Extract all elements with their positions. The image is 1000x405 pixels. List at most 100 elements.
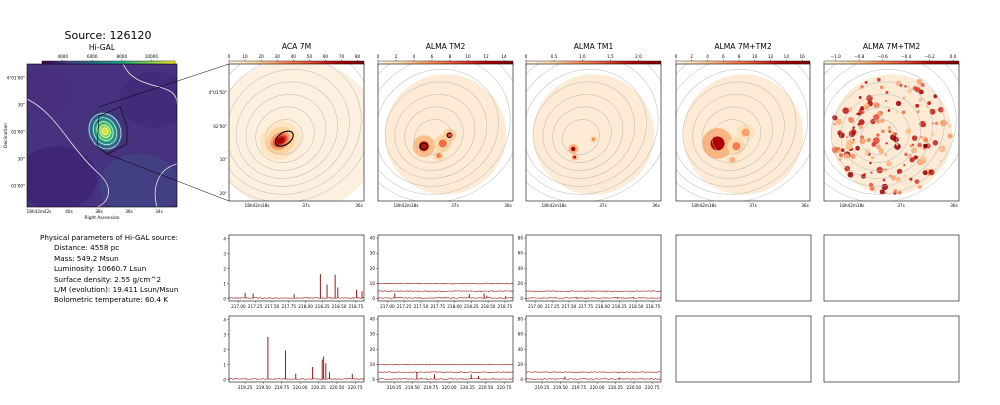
noise-blob: [855, 145, 860, 151]
x-tick-label-spec_r1c3: 217.75: [578, 304, 593, 309]
y-tick-label-spec_r2c2: 20: [370, 347, 376, 352]
noise-blob: [922, 170, 928, 176]
noise-blob: [864, 80, 868, 84]
noise-blob: [860, 106, 865, 111]
colorbar-tick-label-aca7m: 70: [339, 54, 345, 59]
noise-blob: [932, 140, 939, 146]
grey-contour-alma7mtm2: [682, 81, 785, 179]
higal-filament: [27, 98, 109, 207]
x-tick-label-spec_r2c2: 220.75: [497, 385, 512, 390]
param-distance: Distance: 4558 pc: [54, 243, 120, 253]
grey-contour-almatm2: [378, 64, 513, 201]
y-tick-label-spec_r2c2: 40: [370, 317, 376, 322]
noise-blob: [843, 153, 850, 160]
panel-frame-higal: [26, 63, 178, 208]
higal-background-blob: [27, 146, 97, 207]
noise-blob: [901, 110, 906, 115]
spectrum-baseline-spec_r2c2: [377, 371, 514, 373]
noise-blob: [944, 121, 949, 125]
y-tick-label-aca7m: 10": [220, 157, 227, 162]
noise-blob: [916, 110, 920, 114]
x-tick-label-spec_r2c2: 220.25: [460, 385, 475, 390]
y-tick-label-spec_r2c3: 60: [518, 332, 524, 337]
tm2-contour: [419, 142, 428, 150]
noise-blob: [914, 179, 920, 185]
noise-blob: [874, 191, 877, 194]
colorbar-tick-label-almatm2: 6: [431, 54, 434, 59]
emission-core-almatm2: [438, 139, 447, 148]
colorbar-tick-label-aca7m: 30: [275, 54, 281, 59]
colorbar-tick-label-alma7mtm2: 2: [690, 54, 693, 59]
y-tick-label-spec_r1c3: 60: [518, 251, 524, 256]
colorbar-tick-label-almatm1: 0: [525, 54, 528, 59]
panel-image-almatm1: [526, 64, 661, 201]
colorbar-tick-label-aca7m: 10: [242, 54, 248, 59]
spectrum-frame-spec_r2c2: [377, 315, 514, 383]
x-tick-label-spec_r1c2: 218.00: [447, 304, 462, 309]
noise-blob: [904, 152, 908, 157]
x-tick-label-spec_r1c1: 217.75: [281, 304, 296, 309]
noise-blob: [911, 135, 918, 141]
spectrum-baseline-spec_r2c3: [525, 371, 662, 373]
noise-blob: [858, 96, 862, 99]
emission-core-alma7mtm2: [732, 142, 741, 151]
y-tick-label-spec_r2c1: 4: [223, 317, 226, 322]
grey-contour-alma7mtm2: [711, 119, 750, 155]
noise-blob: [914, 86, 921, 93]
noise-blob: [925, 105, 928, 108]
x-tick-label-spec_r2c2: 219.25: [387, 385, 402, 390]
noise-blob: [902, 96, 906, 100]
noise-blob: [895, 143, 899, 146]
spectrum-frame-spec_r1c2: [377, 234, 514, 302]
empty-spectrum-panel: [823, 234, 960, 302]
y-tick-label-spec_r1c2: 20: [370, 266, 376, 271]
noise-blob: [920, 156, 927, 162]
aca7m-contour: [274, 130, 294, 147]
x-tick-label-spec_r1c1: 217.25: [248, 304, 263, 309]
panel-image-aca7m: [229, 64, 364, 201]
x-tick-label-spec_r1c2: 217.50: [414, 304, 429, 309]
x-tick-label-higal: 38s: [95, 209, 103, 214]
noise-blob: [881, 129, 885, 134]
noise-blob: [938, 145, 946, 153]
spectrum-frame-spec_r2c1: [228, 315, 365, 383]
grey-contour-aca7m: [229, 64, 362, 195]
y-tick-label-spec_r2c1: 0: [223, 377, 226, 382]
colorbar-tick-label-higal: 4000: [57, 54, 68, 59]
grey-contour-almatm1: [542, 94, 624, 171]
x-tick-label-spec_r2c3: 219.50: [553, 385, 568, 390]
noise-blob: [923, 143, 927, 148]
panel-frame-alma7mtm2b: [823, 63, 960, 202]
grey-contour-almatm2: [394, 94, 476, 171]
spectrum-baseline-spec_r2c2: [377, 363, 514, 366]
colorbar-tick-label-almatm2: 12: [483, 54, 489, 59]
emission-core-almatm1: [573, 155, 577, 159]
noise-blob: [847, 171, 854, 178]
x-tick-label-aca7m: 36s: [355, 203, 363, 208]
colorbar-tick-label-almatm1: 2.0: [635, 54, 642, 59]
y-tick-label-spec_r1c2: 30: [370, 251, 376, 256]
noise-blob: [876, 77, 881, 82]
x-tick-label-spec_r1c3: 217.25: [545, 304, 560, 309]
x-tick-label-spec_r2c2: 220.50: [479, 385, 494, 390]
grey-contour-alma7mtm2b: [824, 69, 945, 187]
y-tick-label-higal: 30": [18, 157, 25, 162]
noise-blob: [859, 125, 863, 130]
y-tick-label-spec_r2c1: 2: [223, 347, 226, 352]
colorbar-tick-label-alma7mtm2: 14: [784, 54, 790, 59]
grey-contour-alma7mtm2b: [830, 81, 933, 179]
grey-contour-aca7m: [229, 69, 350, 187]
x-tick-label-almatm1: 36s: [652, 203, 660, 208]
noise-blob: [948, 124, 952, 128]
noise-blob: [881, 183, 889, 190]
noise-blob: [885, 90, 889, 95]
x-tick-label-spec_r1c3: 218.50: [629, 304, 644, 309]
noise-blob: [918, 98, 923, 102]
x-tick-label-spec_r2c3: 220.00: [590, 385, 605, 390]
grey-contour-alma7mtm2: [702, 106, 762, 163]
noise-blob: [884, 153, 888, 157]
grey-contour-almatm1: [526, 64, 661, 201]
spectrum-baseline-spec_r1c2: [377, 282, 514, 285]
noise-blob: [876, 133, 880, 137]
